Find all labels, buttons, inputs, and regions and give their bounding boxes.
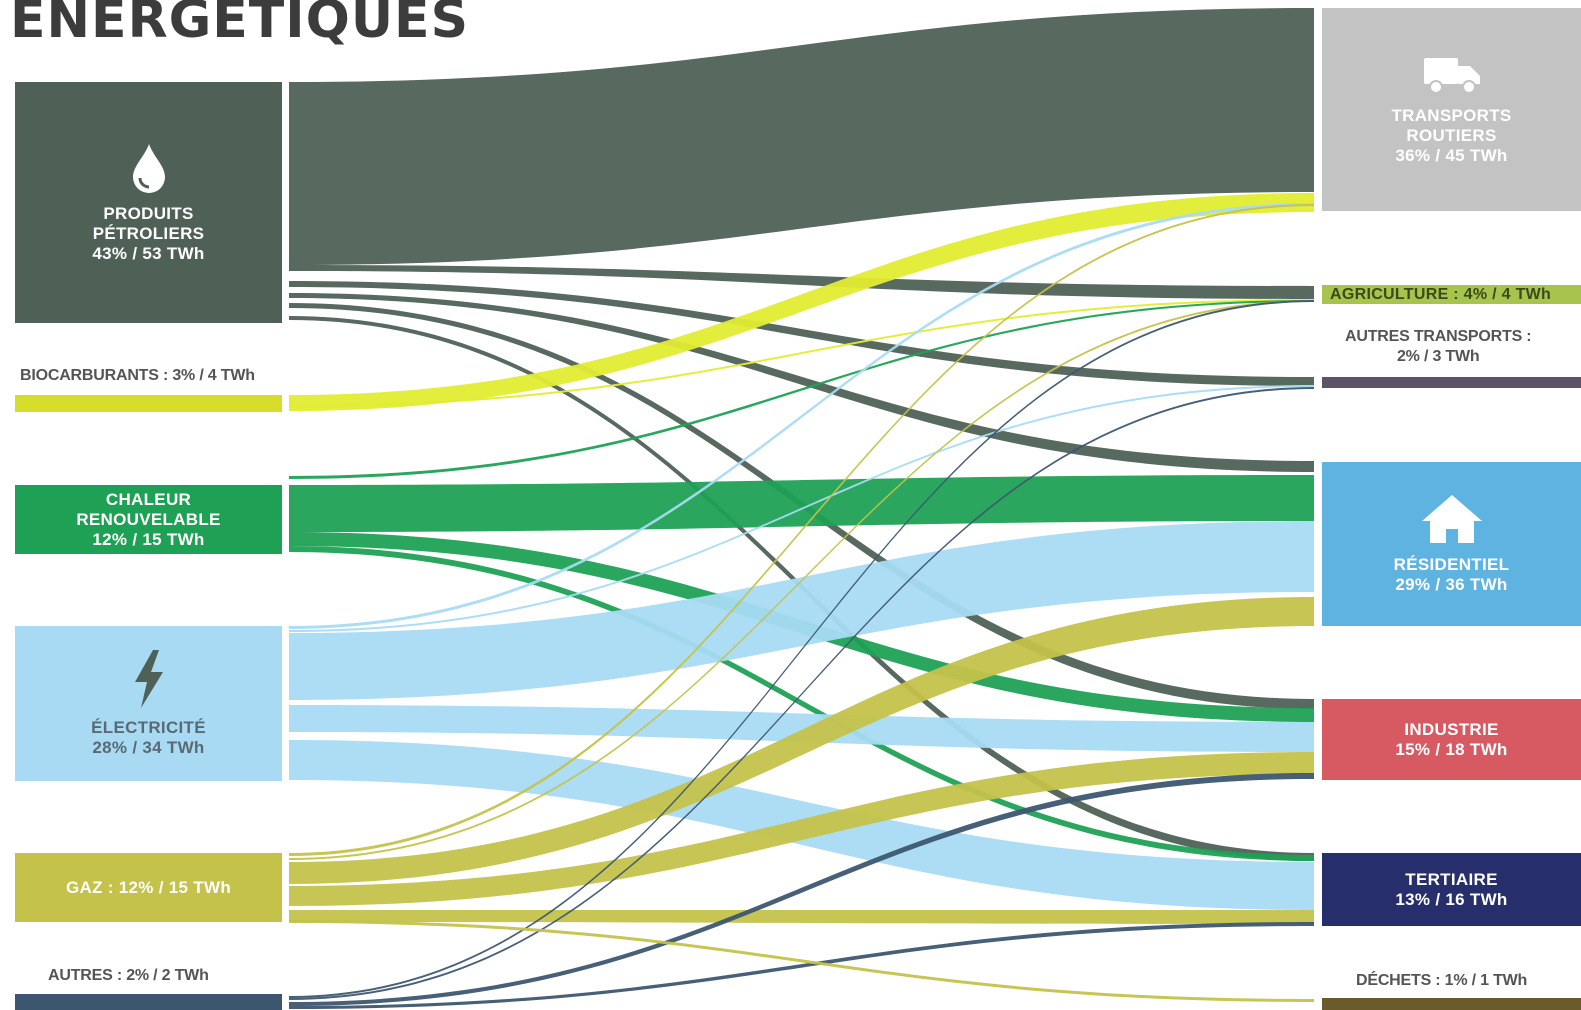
source-label: GAZ : 12% / 15 TWh xyxy=(65,877,232,897)
source-node-chaleur: CHALEUR RENOUVELABLE 12% / 15 TWh xyxy=(15,485,282,554)
flow-petrole-autres-transports xyxy=(289,281,1314,386)
sector-name: RÉSIDENTIEL xyxy=(1393,555,1510,574)
flow-bio-transports xyxy=(289,193,1314,411)
flow-autres-industrie xyxy=(289,773,1314,1006)
sector-node-autres-transports xyxy=(1322,377,1581,388)
page-title: ÉNERGÉTIQUES xyxy=(10,0,470,50)
sector-node-industrie: INDUSTRIE 15% / 18 TWh xyxy=(1322,699,1581,780)
sector-name: INDUSTRIE xyxy=(1404,719,1499,739)
source-node-petrole: PRODUITS PÉTROLIERS 43% / 53 TWh xyxy=(15,82,282,323)
sector-name: TRANSPORTS ROUTIERS xyxy=(1391,105,1512,145)
sector-node-residentiel: RÉSIDENTIEL 29% / 36 TWh xyxy=(1322,462,1581,626)
sector-node-agriculture: AGRICULTURE : 4% / 4 TWh xyxy=(1322,285,1581,304)
flow-chaleur-agriculture xyxy=(289,300,1314,479)
source-name: CHALEUR RENOUVELABLE xyxy=(76,489,221,529)
sector-label-dechets: DÉCHETS : 1% / 1 TWh xyxy=(1356,972,1528,989)
source-node-electricite: ÉLECTRICITÉ 28% / 34 TWh xyxy=(15,626,282,781)
flow-gaz-agriculture xyxy=(289,300,1314,860)
flow-petrole-residentiel xyxy=(289,293,1314,472)
flow-gaz-dechets xyxy=(289,920,1314,1002)
sector-label-autres-transports: AUTRES TRANSPORTS : 2% / 3 TWh xyxy=(1345,328,1532,365)
source-label-autres: AUTRES : 2% / 2 TWh xyxy=(48,967,209,984)
source-node-autres xyxy=(15,994,282,1010)
sector-value: 13% / 16 TWh xyxy=(1395,889,1508,909)
source-value: 43% / 53 TWh xyxy=(92,243,205,263)
flow-bio-agriculture xyxy=(289,299,1314,407)
flow-gaz-residentiel xyxy=(289,597,1314,884)
sector-value: 36% / 45 TWh xyxy=(1395,145,1508,165)
flow-elec-autres-transports xyxy=(289,385,1314,632)
truck-icon xyxy=(1423,57,1480,94)
flow-gaz-transports xyxy=(289,204,1314,856)
source-node-gaz: GAZ : 12% / 15 TWh xyxy=(15,853,282,922)
flow-petrole-agriculture xyxy=(289,265,1314,299)
drop-icon xyxy=(132,143,165,193)
flow-chaleur-tertiaire xyxy=(289,546,1314,861)
sector-node-transports: TRANSPORTS ROUTIERS 36% / 45 TWh xyxy=(1322,8,1581,211)
sector-name: TERTIAIRE xyxy=(1405,869,1498,889)
source-value: 28% / 34 TWh xyxy=(92,737,205,757)
sector-label: AGRICULTURE : 4% / 4 TWh xyxy=(1330,285,1552,303)
lightning-icon xyxy=(134,649,163,708)
flow-autres-agriculture xyxy=(289,300,1314,998)
flow-autres-autres-transports xyxy=(289,387,1314,1000)
flow-elec-transports xyxy=(289,203,1314,629)
flow-chaleur-residentiel xyxy=(289,475,1314,532)
source-name: ÉLECTRICITÉ xyxy=(91,717,206,737)
source-label-biocarburants: BIOCARBURANTS : 3% / 4 TWh xyxy=(20,367,255,384)
flow-gaz-industrie xyxy=(289,752,1314,906)
sector-value: 15% / 18 TWh xyxy=(1395,739,1508,759)
sector-node-tertiaire: TERTIAIRE 13% / 16 TWh xyxy=(1322,853,1581,926)
source-value: 12% / 15 TWh xyxy=(92,529,205,549)
source-node-biocarburants xyxy=(15,395,282,412)
flow-elec-residentiel xyxy=(289,521,1314,700)
flow-petrole-transports xyxy=(289,8,1314,265)
flow-autres-tertiaire xyxy=(289,922,1314,1009)
source-name: PRODUITS PÉTROLIERS xyxy=(92,203,205,243)
house-icon xyxy=(1421,495,1482,543)
flow-gaz-tertiaire xyxy=(289,910,1314,924)
sector-value: 29% / 36 TWh xyxy=(1395,575,1508,594)
flow-elec-industrie xyxy=(289,705,1314,752)
sector-node-dechets xyxy=(1322,998,1581,1010)
